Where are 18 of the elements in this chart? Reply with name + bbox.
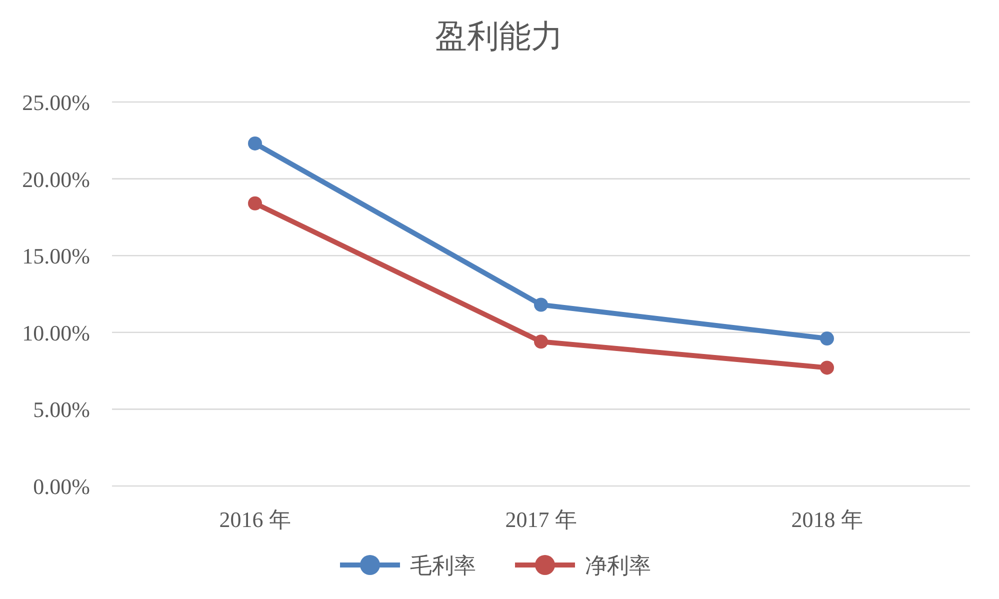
legend-label: 净利率 bbox=[585, 554, 651, 579]
legend-label: 毛利率 bbox=[410, 554, 476, 579]
y-tick-label: 15.00% bbox=[22, 244, 90, 269]
x-tick-label: 2018 年 bbox=[791, 507, 863, 532]
x-tick-label: 2017 年 bbox=[505, 507, 577, 532]
point bbox=[820, 332, 834, 346]
chart-title: 盈利能力 bbox=[435, 17, 563, 55]
y-tick-label: 10.00% bbox=[22, 320, 90, 346]
y-tick-label: 5.00% bbox=[33, 397, 90, 422]
y-tick-label: 25.00% bbox=[22, 90, 90, 115]
point bbox=[820, 360, 834, 375]
point bbox=[534, 334, 548, 349]
y-tick-label: 20.00% bbox=[22, 166, 90, 192]
y-tick-label: 0.00% bbox=[33, 474, 90, 499]
point bbox=[534, 298, 548, 312]
x-tick-label: 2016 年 bbox=[219, 507, 291, 532]
point bbox=[248, 196, 262, 210]
point bbox=[248, 136, 262, 150]
